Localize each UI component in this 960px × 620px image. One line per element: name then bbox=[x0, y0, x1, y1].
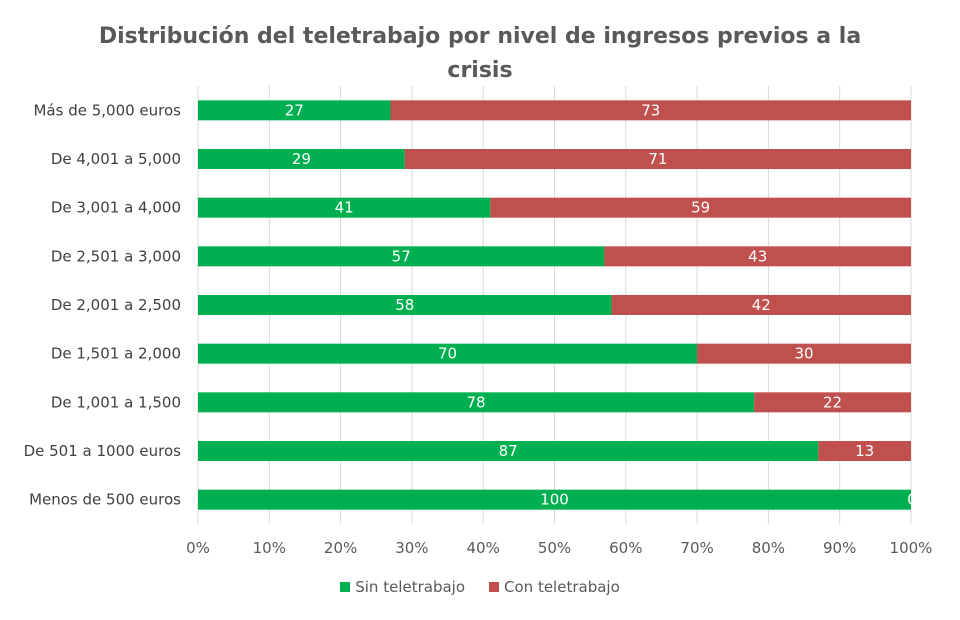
data-label: 71 bbox=[648, 150, 667, 168]
x-tick-label: 50% bbox=[538, 539, 571, 557]
data-label: 29 bbox=[292, 150, 311, 168]
data-label: 0 bbox=[907, 491, 917, 509]
bar-segment bbox=[198, 197, 491, 218]
category-label: De 2,501 a 3,000 bbox=[51, 247, 181, 265]
chart-title-line-2: crisis bbox=[447, 58, 513, 83]
chart-title-line-1: Distribución del teletrabajo por nivel d… bbox=[98, 24, 862, 49]
x-tick-label: 40% bbox=[467, 539, 500, 557]
x-tick-label: 90% bbox=[823, 539, 856, 557]
legend-swatch-sin bbox=[340, 582, 351, 592]
data-label: 70 bbox=[438, 345, 457, 363]
x-tick-label: 80% bbox=[752, 539, 785, 557]
bar-segment bbox=[198, 441, 819, 461]
bar-segment bbox=[754, 392, 911, 413]
data-label: 22 bbox=[823, 393, 842, 411]
bar-segment bbox=[604, 246, 911, 267]
bar-segment bbox=[198, 295, 612, 315]
data-label: 78 bbox=[467, 393, 486, 411]
x-tick-label: 10% bbox=[253, 539, 286, 557]
x-tick-label: 30% bbox=[395, 539, 428, 557]
data-label: 30 bbox=[795, 345, 814, 363]
x-tick-label: 0% bbox=[186, 539, 210, 557]
data-label: 57 bbox=[392, 247, 411, 265]
data-label: 27 bbox=[285, 101, 304, 119]
bar-segment bbox=[390, 100, 911, 121]
category-label: De 1,501 a 2,000 bbox=[51, 345, 181, 363]
category-label: De 3,001 a 4,000 bbox=[51, 199, 181, 217]
bar-segment bbox=[198, 489, 911, 510]
x-tick-label: 100% bbox=[890, 539, 933, 557]
bar-segment bbox=[697, 343, 911, 364]
category-label: De 1,001 a 1,500 bbox=[51, 393, 181, 411]
category-label: De 4,001 a 5,000 bbox=[51, 150, 181, 168]
bar-segment bbox=[490, 197, 911, 218]
category-label: Más de 5,000 euros bbox=[33, 101, 181, 119]
category-label: De 501 a 1000 euros bbox=[24, 442, 182, 460]
data-label: 59 bbox=[691, 199, 710, 217]
data-label: 43 bbox=[748, 247, 767, 265]
bar-segment bbox=[198, 149, 405, 169]
bar-segment bbox=[198, 100, 391, 121]
bar-segment bbox=[198, 246, 605, 267]
category-label: De 2,001 a 2,500 bbox=[51, 296, 181, 314]
legend-swatch-con bbox=[489, 582, 500, 592]
data-label: 13 bbox=[855, 442, 874, 460]
x-tick-label: 60% bbox=[609, 539, 642, 557]
chart-title: Distribución del teletrabajo por nivel d… bbox=[0, 20, 960, 88]
x-tick-label: 70% bbox=[680, 539, 713, 557]
data-label: 41 bbox=[335, 199, 354, 217]
legend-item-con: Con teletrabajo bbox=[489, 578, 620, 596]
x-tick-label: 20% bbox=[324, 539, 357, 557]
bar-segment bbox=[198, 392, 755, 413]
data-label: 58 bbox=[395, 296, 414, 314]
data-label: 42 bbox=[752, 296, 771, 314]
bar-segment bbox=[404, 149, 911, 169]
bar-segment bbox=[198, 343, 698, 364]
data-label: 87 bbox=[499, 442, 518, 460]
bar-segment bbox=[611, 295, 911, 315]
legend-item-sin: Sin teletrabajo bbox=[340, 578, 465, 596]
data-label: 100 bbox=[540, 491, 569, 509]
legend-label-sin: Sin teletrabajo bbox=[355, 578, 466, 596]
data-label: 73 bbox=[641, 101, 660, 119]
bar-segment bbox=[818, 441, 911, 461]
category-label: Menos de 500 euros bbox=[29, 491, 181, 509]
legend-label-con: Con teletrabajo bbox=[504, 578, 620, 596]
legend: Sin teletrabajo Con teletrabajo bbox=[0, 578, 960, 596]
